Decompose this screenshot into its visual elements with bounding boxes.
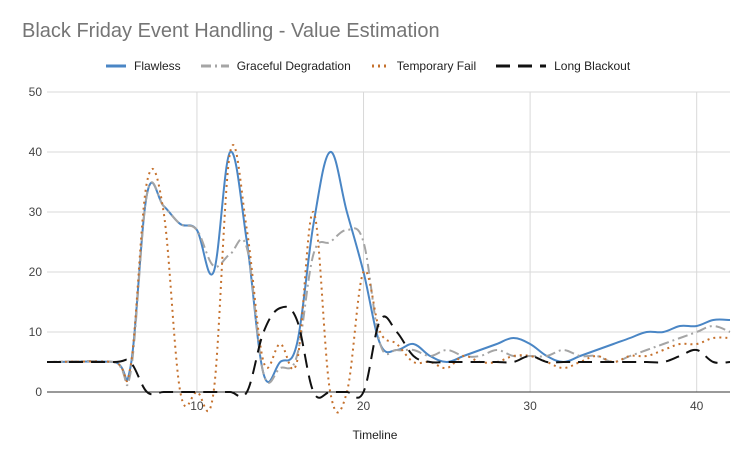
y-tick-label: 50: [29, 85, 43, 99]
legend-swatch-long-blackout: [496, 64, 547, 68]
y-tick-label: 30: [29, 205, 43, 219]
legend-label-long-blackout: Long Blackout: [554, 59, 631, 73]
x-tick-label: 30: [523, 399, 537, 413]
legend-label-temporary-fail: Temporary Fail: [396, 59, 477, 73]
legend-swatch-graceful-degradation: [200, 64, 229, 68]
chart-legend: Flawless Graceful Degradation Temporary …: [106, 57, 650, 75]
series-line-graceful-degradation: [46, 181, 731, 387]
legend-item-flawless[interactable]: Flawless: [106, 59, 181, 73]
legend-item-temporary-fail[interactable]: Temporary Fail: [371, 59, 476, 73]
x-tick-label: 20: [357, 399, 371, 413]
legend-label-flawless: Flawless: [134, 59, 181, 73]
y-tick-label: 0: [35, 385, 42, 399]
legend-label-graceful-degradation: Graceful Degradation: [236, 59, 351, 73]
x-tick-label: 10: [190, 399, 204, 413]
legend-swatch-flawless: [106, 64, 126, 68]
legend-item-long-blackout[interactable]: Long Blackout: [496, 59, 630, 73]
legend-item-graceful-degradation[interactable]: Graceful Degradation: [200, 59, 351, 73]
x-axis-label: Timeline: [352, 428, 398, 442]
series-line-temporary-fail: [46, 144, 731, 414]
y-tick-label: 10: [29, 325, 43, 339]
y-tick-label: 40: [29, 145, 43, 159]
x-tick-label: 40: [690, 399, 704, 413]
chart-title: Black Friday Event Handling - Value Esti…: [22, 20, 440, 42]
y-tick-label: 20: [29, 265, 43, 279]
series-line-long-blackout: [46, 305, 731, 399]
